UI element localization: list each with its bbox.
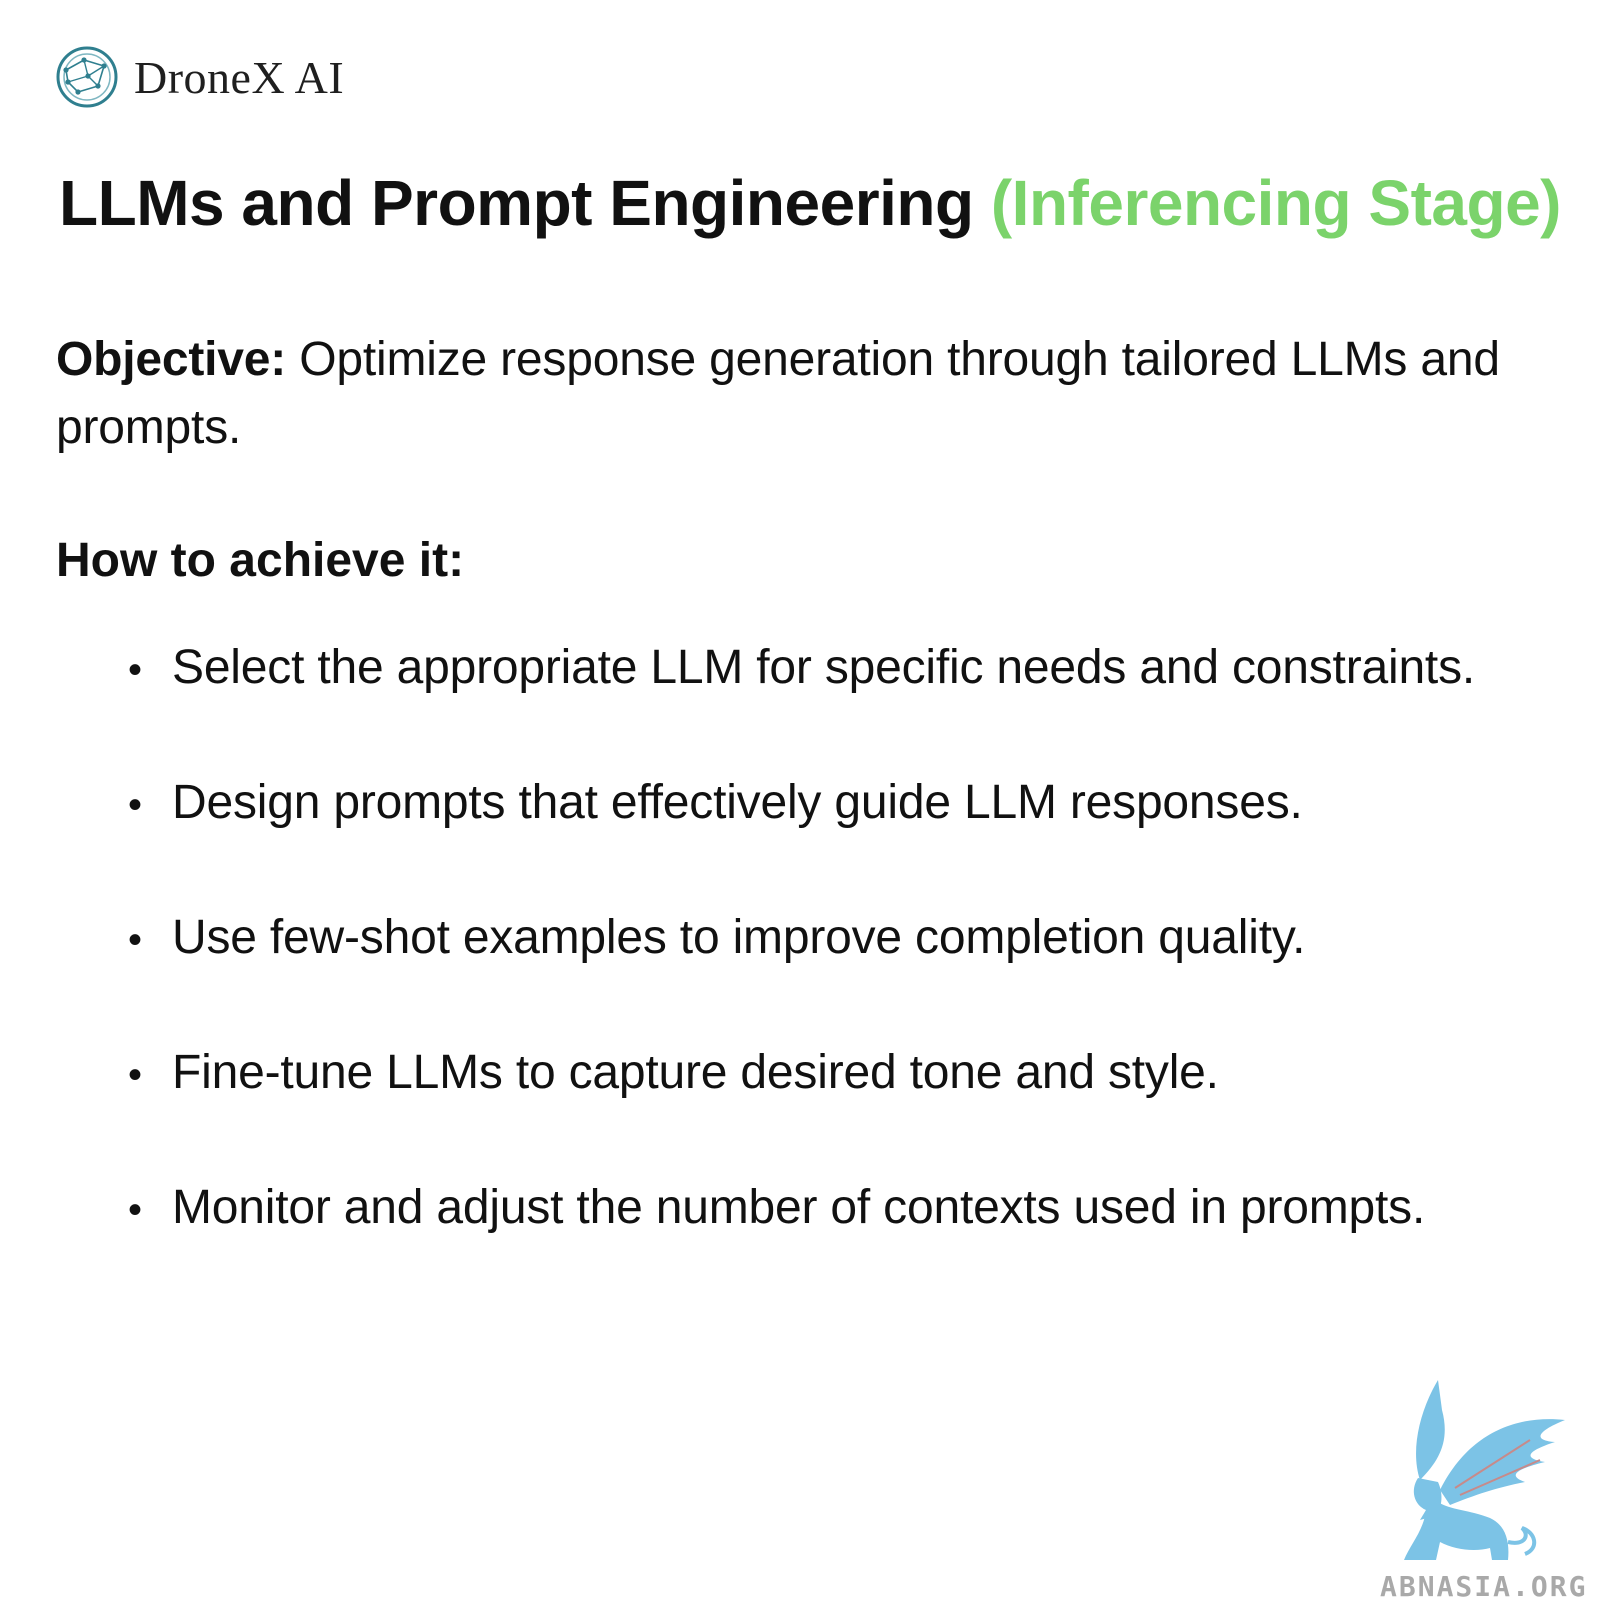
- list-item: • Select the appropriate LLM for specifi…: [128, 640, 1608, 775]
- watermark: ABNASIA.ORG: [1380, 1370, 1610, 1610]
- brand-name: DroneX AI: [134, 51, 345, 103]
- list-item: • Monitor and adjust the number of conte…: [128, 1180, 1608, 1315]
- how-to-heading: How to achieve it:: [56, 534, 465, 587]
- objective-text: Optimize response generation through tai…: [56, 333, 1500, 454]
- list-item: • Design prompts that effectively guide …: [128, 775, 1608, 910]
- objective-label: Objective:: [56, 333, 287, 386]
- watermark-text: ABNASIA.ORG: [1380, 1570, 1588, 1603]
- title-main: LLMs and Prompt Engineering: [59, 167, 974, 239]
- bullet-icon: •: [128, 648, 142, 692]
- list-item-text: Design prompts that effectively guide LL…: [172, 776, 1303, 829]
- page-title: LLMs and Prompt Engineering (Inferencing…: [0, 166, 1620, 240]
- list-item-text: Monitor and adjust the number of context…: [172, 1181, 1426, 1234]
- bullet-icon: •: [128, 1188, 142, 1232]
- how-to-list: • Select the appropriate LLM for specifi…: [128, 640, 1608, 1315]
- objective-paragraph: Objective: Optimize response generation …: [56, 326, 1616, 462]
- griffin-bird-icon: [1404, 1380, 1565, 1560]
- brand-logo: DroneX AI: [54, 44, 344, 110]
- list-item: • Fine-tune LLMs to capture desired tone…: [128, 1045, 1608, 1180]
- bullet-icon: •: [128, 918, 142, 962]
- list-item-text: Use few-shot examples to improve complet…: [172, 911, 1306, 964]
- bullet-icon: •: [128, 783, 142, 827]
- list-item: • Use few-shot examples to improve compl…: [128, 910, 1608, 1045]
- list-item-text: Fine-tune LLMs to capture desired tone a…: [172, 1046, 1219, 1099]
- list-item-text: Select the appropriate LLM for specific …: [172, 641, 1476, 694]
- title-accent: (Inferencing Stage): [990, 167, 1562, 239]
- bullet-icon: •: [128, 1053, 142, 1097]
- network-globe-icon: [56, 46, 118, 108]
